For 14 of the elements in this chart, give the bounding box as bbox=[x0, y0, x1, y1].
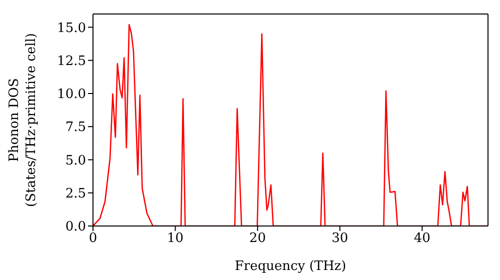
y-axis-title: Phonon DOS (States/THz·primitive cell) bbox=[7, 32, 39, 208]
x-tick-label: 0 bbox=[88, 231, 98, 246]
x-tick-label: 20 bbox=[249, 231, 266, 246]
y-tick-label: 10.0 bbox=[57, 87, 86, 102]
y-tick-label: 12.5 bbox=[57, 54, 86, 69]
y-tick-label: 7.5 bbox=[65, 120, 86, 136]
y-tick-label: 0.0 bbox=[65, 220, 86, 235]
x-tick-label: 30 bbox=[332, 231, 348, 246]
y-tick-label: 15.0 bbox=[57, 20, 86, 36]
x-tick-label: 40 bbox=[414, 231, 430, 246]
x-tick-label: 10 bbox=[167, 231, 184, 246]
x-axis-title: Frequency (THz) bbox=[234, 259, 346, 274]
y-tick-label: 2.5 bbox=[65, 186, 86, 202]
y-tick-label: 5.0 bbox=[65, 153, 86, 168]
